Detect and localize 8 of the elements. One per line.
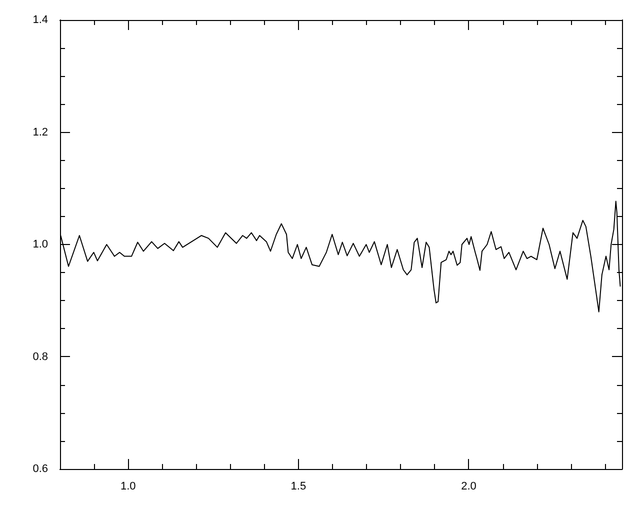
y-tick-label: 0.8: [32, 350, 48, 363]
y-tick-label: 0.6: [32, 463, 48, 475]
x-tick-label: 2.0: [461, 480, 476, 492]
x-tick-label: 1.5: [290, 480, 306, 492]
y-tick-label: 1.4: [32, 14, 48, 26]
y-tick-label: 1.2: [32, 126, 48, 138]
y-tick-label: 1.0: [32, 238, 48, 250]
x-tick-label: 1.0: [120, 480, 136, 492]
